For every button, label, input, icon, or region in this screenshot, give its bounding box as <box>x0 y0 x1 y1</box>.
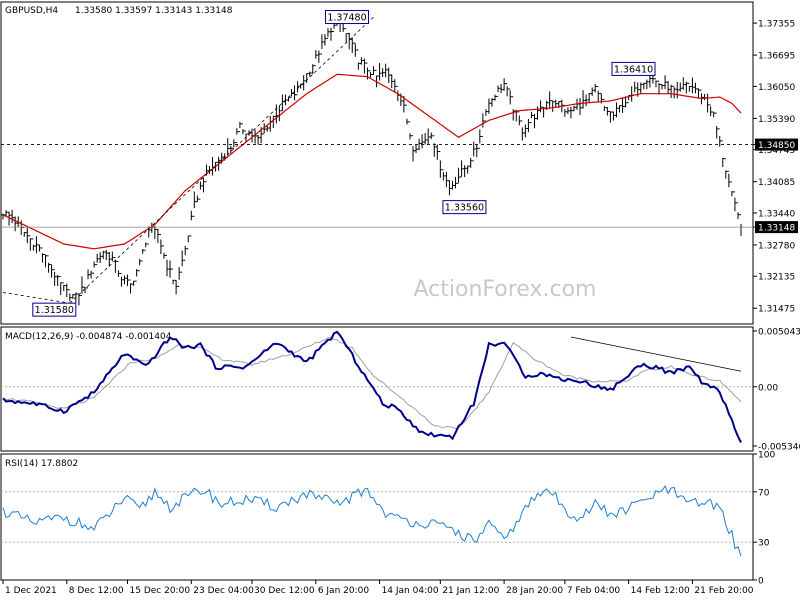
x-axis-tick: 1 Dec 2021 <box>5 586 57 596</box>
price-axis-tick: 1.36050 <box>758 83 795 93</box>
annotation-label: 1.36410 <box>614 64 653 75</box>
macd-panel[interactable] <box>1 327 753 451</box>
macd-label: MACD(12,26,9) -0.004874 -0.001404 <box>5 332 172 342</box>
rsi-axis-tick: 30 <box>758 539 770 549</box>
x-axis-tick: 21 Feb 20:00 <box>694 586 753 596</box>
price-tag-label: 1.34850 <box>758 141 795 151</box>
macd-axis-tick: 0.00 <box>758 383 778 393</box>
rsi-axis-tick: 70 <box>758 488 770 498</box>
x-axis-tick: 15 Dec 20:00 <box>130 586 191 596</box>
price-axis-tick: 1.33440 <box>758 209 795 219</box>
x-axis-tick: 21 Jan 12:00 <box>442 586 499 596</box>
ohlc-values: 1.33580 1.33597 1.33143 1.33148 <box>75 6 233 16</box>
price-axis-tick: 1.37355 <box>758 20 795 30</box>
x-axis-tick: 6 Jan 20:00 <box>318 586 370 596</box>
x-axis-tick: 14 Feb 12:00 <box>631 586 690 596</box>
price-panel[interactable] <box>1 2 753 324</box>
price-annotation: 1.36410 <box>612 62 655 75</box>
x-axis-tick: 23 Dec 04:00 <box>193 586 254 596</box>
price-tag-label: 1.33148 <box>758 224 795 234</box>
rsi-panel[interactable] <box>1 454 753 580</box>
price-annotation: 1.33560 <box>443 201 486 214</box>
annotation-label: 1.33560 <box>445 203 484 214</box>
x-axis-tick: 7 Feb 04:00 <box>567 586 621 596</box>
x-axis-tick: 14 Jan 04:00 <box>382 586 439 596</box>
price-annotation: 1.31580 <box>33 303 76 316</box>
rsi-axis-tick: 0 <box>758 577 764 587</box>
macd-axis-tick: 0.005043 <box>758 327 800 337</box>
price-axis-tick: 1.36695 <box>758 52 795 62</box>
price-annotation: 1.37480 <box>326 11 369 24</box>
price-axis-tick: 1.31475 <box>758 305 795 315</box>
x-axis-tick: 30 Dec 12:00 <box>254 586 315 596</box>
rsi-label: RSI(14) 17.8802 <box>5 459 78 469</box>
price-axis-tick: 1.35390 <box>758 115 795 125</box>
price-axis-tick: 1.34085 <box>758 178 795 188</box>
x-axis-tick: 8 Dec 12:00 <box>69 586 124 596</box>
rsi-axis-tick: 100 <box>758 451 775 461</box>
symbol-title: GBPUSD,H4 <box>5 6 58 16</box>
annotation-label: 1.37480 <box>327 13 366 24</box>
annotation-label: 1.31580 <box>35 305 74 316</box>
watermark: ActionForex.com <box>414 277 597 302</box>
price-axis-tick: 1.32135 <box>758 273 795 283</box>
x-axis-tick: 28 Jan 20:00 <box>506 586 563 596</box>
price-axis-tick: 1.32780 <box>758 241 795 251</box>
